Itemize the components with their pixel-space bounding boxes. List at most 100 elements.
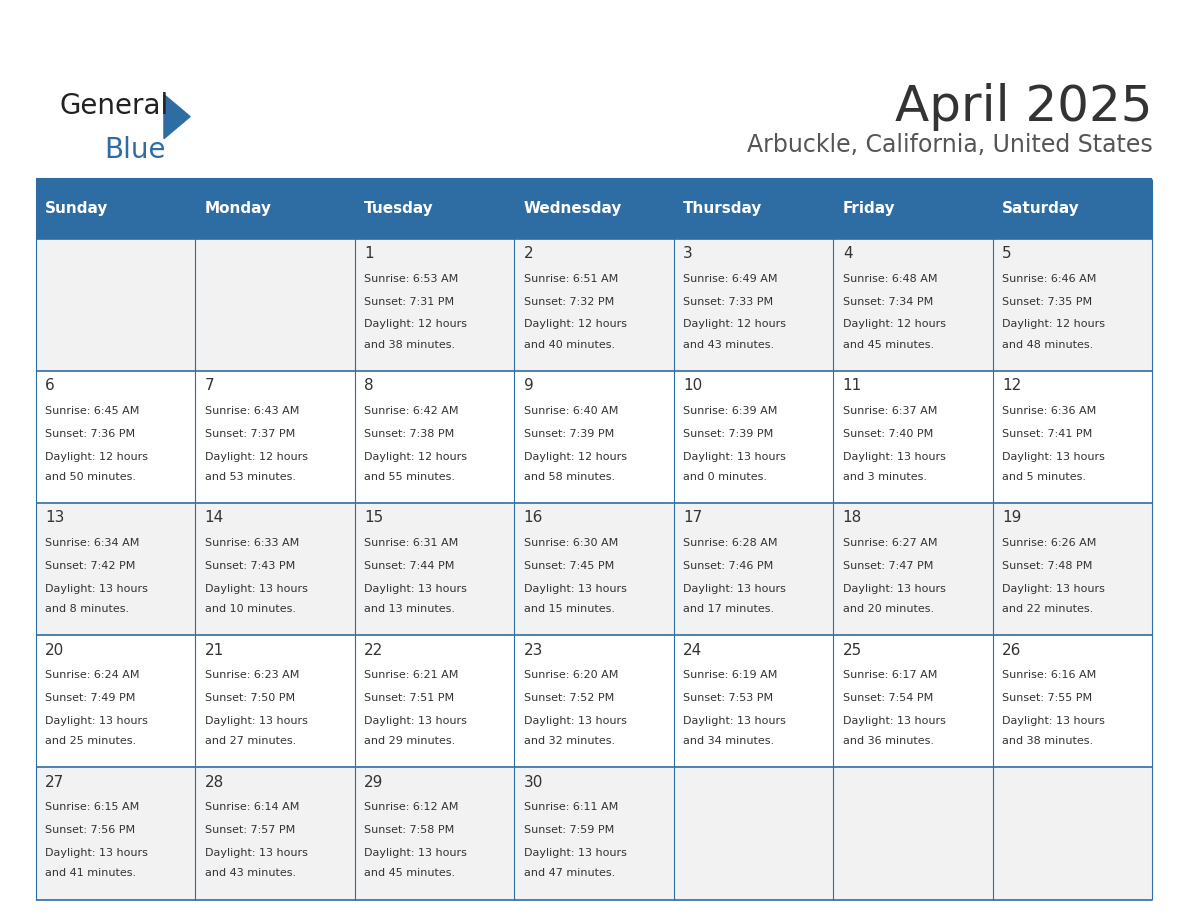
Text: Sunset: 7:31 PM: Sunset: 7:31 PM (365, 297, 454, 307)
Polygon shape (164, 95, 190, 139)
Text: Sunset: 7:56 PM: Sunset: 7:56 PM (45, 825, 135, 835)
Text: Sunrise: 6:17 AM: Sunrise: 6:17 AM (842, 670, 937, 680)
Bar (833, 503, 993, 635)
Bar (674, 635, 833, 767)
Text: and 43 minutes.: and 43 minutes. (683, 340, 775, 350)
Text: 4: 4 (842, 246, 853, 261)
Text: Daylight: 12 hours: Daylight: 12 hours (683, 319, 786, 330)
Text: Sunrise: 6:51 AM: Sunrise: 6:51 AM (524, 274, 618, 284)
Text: Sunrise: 6:24 AM: Sunrise: 6:24 AM (45, 670, 140, 680)
Text: 28: 28 (204, 775, 223, 789)
Bar (36, 371, 195, 503)
Text: Sunset: 7:42 PM: Sunset: 7:42 PM (45, 561, 135, 571)
Text: Sunset: 7:47 PM: Sunset: 7:47 PM (842, 561, 934, 571)
Text: Sunset: 7:58 PM: Sunset: 7:58 PM (365, 825, 455, 835)
Text: and 25 minutes.: and 25 minutes. (45, 736, 137, 746)
Text: Sunset: 7:37 PM: Sunset: 7:37 PM (204, 429, 295, 439)
Bar (355, 239, 514, 371)
Text: Daylight: 12 hours: Daylight: 12 hours (365, 452, 467, 462)
Text: 5: 5 (1003, 246, 1012, 261)
Text: 25: 25 (842, 643, 862, 657)
Bar (674, 767, 833, 900)
Text: Sunset: 7:45 PM: Sunset: 7:45 PM (524, 561, 614, 571)
Bar (993, 239, 1152, 371)
Text: Sunrise: 6:43 AM: Sunrise: 6:43 AM (204, 406, 299, 416)
Text: Sunset: 7:39 PM: Sunset: 7:39 PM (524, 429, 614, 439)
Text: and 3 minutes.: and 3 minutes. (842, 472, 927, 482)
Text: Daylight: 13 hours: Daylight: 13 hours (204, 716, 308, 726)
Text: 8: 8 (365, 378, 374, 393)
Text: Daylight: 13 hours: Daylight: 13 hours (683, 584, 786, 594)
Bar (355, 371, 514, 503)
Text: Sunrise: 6:26 AM: Sunrise: 6:26 AM (1003, 538, 1097, 548)
Text: Sunrise: 6:20 AM: Sunrise: 6:20 AM (524, 670, 618, 680)
Text: 30: 30 (524, 775, 543, 789)
Text: and 32 minutes.: and 32 minutes. (524, 736, 615, 746)
Text: Daylight: 13 hours: Daylight: 13 hours (524, 716, 626, 726)
Bar (833, 767, 993, 900)
Bar (355, 503, 514, 635)
Text: and 0 minutes.: and 0 minutes. (683, 472, 767, 482)
Text: 10: 10 (683, 378, 702, 393)
Text: and 17 minutes.: and 17 minutes. (683, 604, 775, 614)
Text: Daylight: 13 hours: Daylight: 13 hours (683, 716, 786, 726)
Text: Daylight: 13 hours: Daylight: 13 hours (524, 584, 626, 594)
Text: Sunset: 7:48 PM: Sunset: 7:48 PM (1003, 561, 1093, 571)
Bar (514, 767, 674, 900)
Bar (514, 503, 674, 635)
Bar (514, 371, 674, 503)
Text: Sunrise: 6:34 AM: Sunrise: 6:34 AM (45, 538, 139, 548)
Text: 14: 14 (204, 510, 223, 525)
Text: 24: 24 (683, 643, 702, 657)
Text: Daylight: 13 hours: Daylight: 13 hours (842, 452, 946, 462)
Text: Friday: Friday (842, 201, 896, 217)
Text: 9: 9 (524, 378, 533, 393)
Bar (36, 179, 195, 239)
Text: Sunrise: 6:16 AM: Sunrise: 6:16 AM (1003, 670, 1097, 680)
Bar (514, 239, 674, 371)
Bar (993, 767, 1152, 900)
Text: Sunset: 7:52 PM: Sunset: 7:52 PM (524, 693, 614, 703)
Text: Sunset: 7:40 PM: Sunset: 7:40 PM (842, 429, 933, 439)
Text: and 10 minutes.: and 10 minutes. (204, 604, 296, 614)
Text: Sunrise: 6:30 AM: Sunrise: 6:30 AM (524, 538, 618, 548)
Text: Daylight: 13 hours: Daylight: 13 hours (842, 716, 946, 726)
Text: Daylight: 13 hours: Daylight: 13 hours (1003, 584, 1105, 594)
Text: Daylight: 12 hours: Daylight: 12 hours (365, 319, 467, 330)
Text: Daylight: 13 hours: Daylight: 13 hours (1003, 452, 1105, 462)
Text: Daylight: 12 hours: Daylight: 12 hours (842, 319, 946, 330)
Text: 26: 26 (1003, 643, 1022, 657)
Text: 11: 11 (842, 378, 862, 393)
Text: Sunrise: 6:53 AM: Sunrise: 6:53 AM (365, 274, 459, 284)
Text: Sunrise: 6:46 AM: Sunrise: 6:46 AM (1003, 274, 1097, 284)
Text: 18: 18 (842, 510, 862, 525)
Text: April 2025: April 2025 (895, 83, 1152, 130)
Text: Sunrise: 6:23 AM: Sunrise: 6:23 AM (204, 670, 299, 680)
Text: Sunrise: 6:12 AM: Sunrise: 6:12 AM (365, 802, 459, 812)
Text: Saturday: Saturday (1003, 201, 1080, 217)
Text: Sunset: 7:54 PM: Sunset: 7:54 PM (842, 693, 933, 703)
Text: Monday: Monday (204, 201, 272, 217)
Text: Thursday: Thursday (683, 201, 763, 217)
Text: Daylight: 13 hours: Daylight: 13 hours (204, 584, 308, 594)
Bar (36, 635, 195, 767)
Text: and 27 minutes.: and 27 minutes. (204, 736, 296, 746)
Text: Daylight: 12 hours: Daylight: 12 hours (1003, 319, 1105, 330)
Text: Sunrise: 6:49 AM: Sunrise: 6:49 AM (683, 274, 778, 284)
Text: 7: 7 (204, 378, 214, 393)
Text: Daylight: 13 hours: Daylight: 13 hours (524, 848, 626, 858)
Text: and 50 minutes.: and 50 minutes. (45, 472, 137, 482)
Text: Daylight: 12 hours: Daylight: 12 hours (524, 319, 627, 330)
Bar (195, 179, 355, 239)
Text: Sunset: 7:53 PM: Sunset: 7:53 PM (683, 693, 773, 703)
Bar (993, 371, 1152, 503)
Text: and 13 minutes.: and 13 minutes. (365, 604, 455, 614)
Bar (355, 635, 514, 767)
Text: Daylight: 13 hours: Daylight: 13 hours (45, 848, 148, 858)
Text: and 20 minutes.: and 20 minutes. (842, 604, 934, 614)
Text: Daylight: 13 hours: Daylight: 13 hours (365, 584, 467, 594)
Text: Sunrise: 6:21 AM: Sunrise: 6:21 AM (365, 670, 459, 680)
Bar (355, 767, 514, 900)
Text: Daylight: 13 hours: Daylight: 13 hours (204, 848, 308, 858)
Text: Sunset: 7:50 PM: Sunset: 7:50 PM (204, 693, 295, 703)
